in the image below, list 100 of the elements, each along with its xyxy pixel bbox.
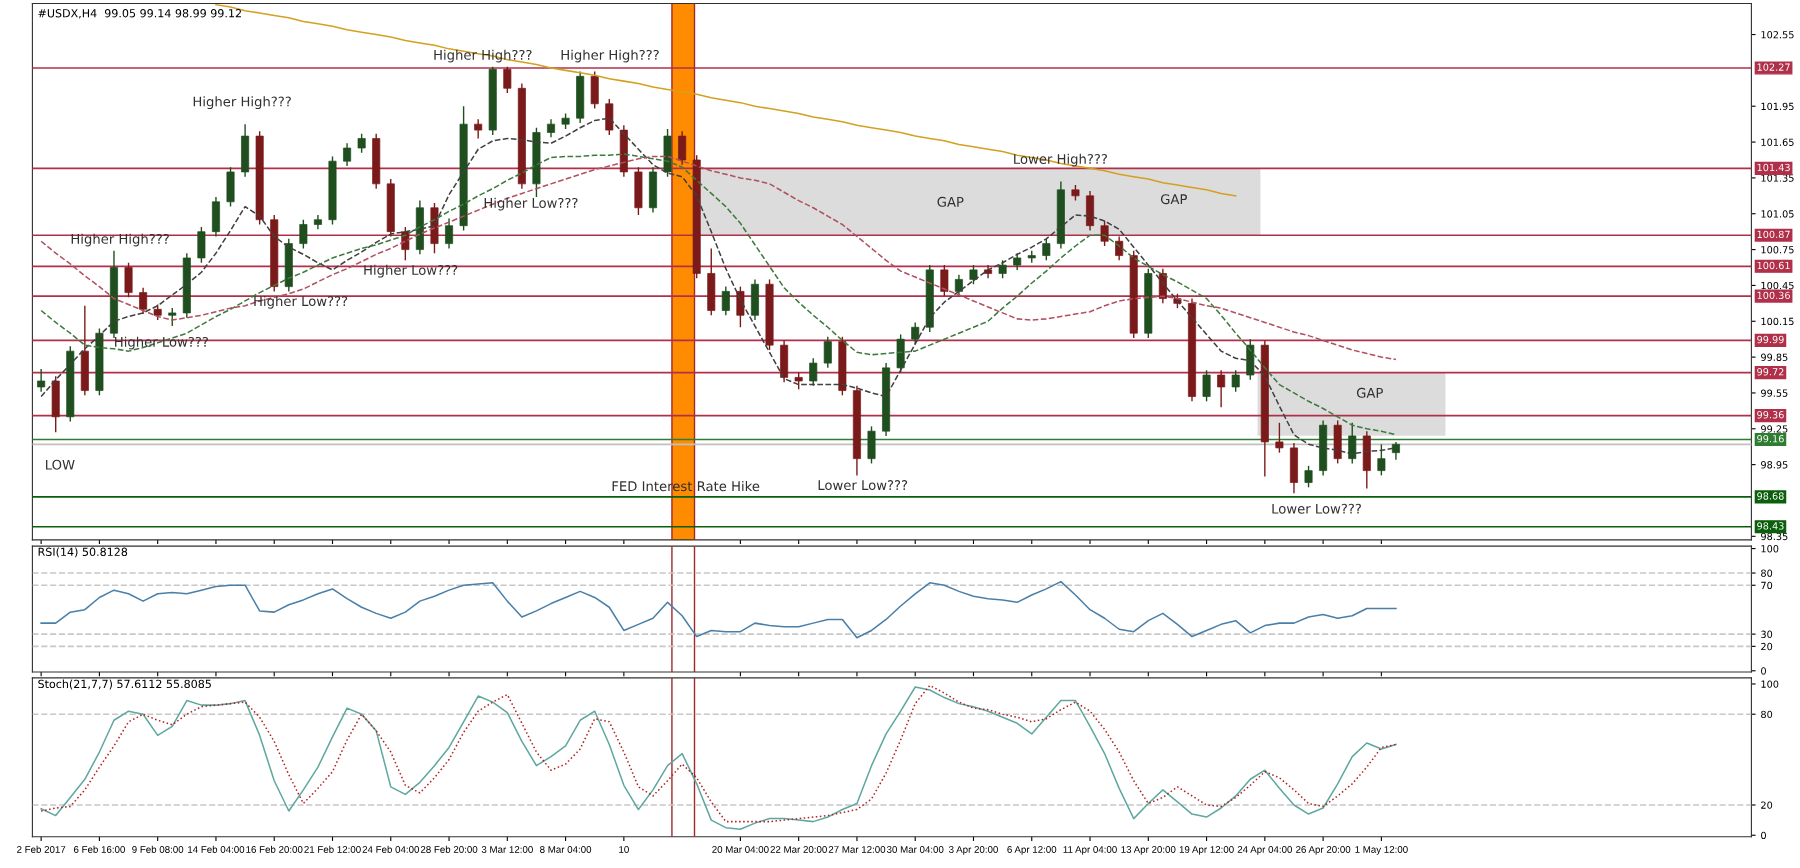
candlestick: [736, 285, 745, 328]
candlestick: [357, 133, 366, 154]
x-tick-label: 3 Apr 20:00: [948, 846, 998, 855]
x-tick-label: 30 Mar 04:00: [886, 846, 944, 853]
x-tick-label: 6 Feb 16:00: [73, 845, 125, 853]
y-tick-label: 100.15: [1761, 317, 1794, 326]
y-tick-label: 100.45: [1761, 281, 1794, 290]
chart-title: RSI(14) 50.8128: [38, 547, 128, 558]
x-tick-label: 2 Feb 2017: [17, 845, 66, 853]
candlestick: [299, 219, 308, 250]
annotation: Higher Low???: [254, 295, 348, 309]
y-tick-label: 101.05: [1761, 210, 1794, 218]
candlestick: [445, 217, 454, 250]
y-tick-label: 98.35: [1761, 532, 1788, 541]
candlestick: [1100, 220, 1109, 247]
candlestick: [911, 321, 920, 345]
candlestick: [823, 336, 832, 369]
ref-line-label: 99.36: [1757, 411, 1784, 419]
annotation: Lower Low???: [1272, 503, 1361, 514]
x-tick-label: 10: [619, 846, 629, 853]
ref-line-label: 100.61: [1757, 261, 1790, 270]
ref-line-label: 99.99: [1757, 335, 1784, 344]
annotation: LOW: [46, 459, 75, 470]
y-tick-label: 0: [1761, 667, 1766, 675]
x-tick-label: 14 Feb 04:00: [188, 845, 245, 853]
y-tick-label: 101.95: [1761, 102, 1794, 111]
y-tick-label: 20: [1761, 801, 1773, 809]
x-tick-label: 20 Mar 04:00: [712, 846, 769, 853]
y-tick-label: 102.55: [1761, 31, 1794, 39]
candlestick: [940, 264, 949, 297]
y-tick-label: 100.75: [1761, 246, 1794, 254]
x-tick-label: 1 May 12:00: [1355, 846, 1408, 855]
ref-line-label: 100.36: [1757, 291, 1790, 299]
x-tick-label: 11 Apr 04:00: [1063, 846, 1117, 855]
y-tick-label: 100: [1761, 680, 1779, 688]
x-tick-label: 26 Apr 20:00: [1296, 846, 1351, 855]
candlestick: [139, 287, 148, 315]
y-tick-label: 99.55: [1761, 389, 1788, 397]
x-tick-label: 8 Mar 04:00: [540, 846, 592, 853]
candlestick: [969, 264, 978, 285]
ref-line-label: 102.27: [1757, 63, 1790, 71]
candlestick: [1042, 238, 1051, 262]
candlestick: [1275, 422, 1284, 454]
candlestick: [37, 368, 46, 393]
line-series: [40, 580, 1397, 639]
y-tick-label: 101.65: [1761, 138, 1794, 146]
annotation: GAP: [937, 196, 964, 207]
x-tick-label: 22 Mar 20:00: [770, 846, 827, 853]
y-tick-label: 30: [1761, 630, 1773, 638]
annotation: Higher High???: [434, 49, 532, 63]
ref-line-label: 99.16: [1757, 435, 1784, 443]
ref-line-label: 98.68: [1757, 492, 1784, 500]
candlestick: [1377, 443, 1386, 477]
y-tick-label: 99.85: [1761, 353, 1788, 361]
chart-title: Stoch(21,7,7) 57.6112 55.8085: [38, 679, 211, 690]
x-tick-label: 13 Apr 20:00: [1121, 846, 1176, 855]
candlestick: [343, 142, 352, 167]
x-tick-label: 16 Feb 20:00: [246, 845, 303, 853]
annotation: GAP: [1160, 194, 1187, 205]
y-tick-label: 98.95: [1761, 461, 1788, 469]
annotation: Higher High???: [71, 233, 169, 247]
candlestick: [401, 226, 410, 262]
x-tick-label: 6 Apr 12:00: [1007, 846, 1057, 855]
y-tick-label: 99.25: [1761, 425, 1788, 433]
annotation: Higher Low???: [364, 264, 458, 278]
candlestick: [678, 130, 687, 166]
y-tick-label: 0: [1761, 831, 1766, 840]
candlestick: [721, 285, 730, 316]
candlestick: [474, 118, 483, 140]
x-tick-label: 21 Feb 12:00: [304, 845, 361, 853]
x-tick-label: 3 Mar 12:00: [481, 846, 533, 853]
ref-line-label: 101.43: [1757, 163, 1790, 172]
annotation: GAP: [1356, 387, 1383, 398]
y-tick-label: 80: [1761, 710, 1773, 719]
x-tick-label: 27 Mar 12:00: [828, 846, 886, 853]
y-tick-label: 100: [1761, 545, 1779, 553]
annotation: Higher High???: [561, 49, 659, 63]
y-tick-label: 80: [1761, 569, 1773, 577]
candlestick: [1217, 369, 1226, 408]
y-tick-label: 20: [1761, 642, 1773, 651]
x-tick-label: 19 Apr 12:00: [1179, 846, 1234, 855]
y-tick-label: 70: [1761, 581, 1773, 590]
candlestick: [1202, 369, 1211, 403]
annotation: Lower Low???: [818, 480, 908, 491]
x-tick-label: 9 Feb 08:00: [132, 845, 184, 853]
x-tick-label: 24 Feb 04:00: [362, 845, 420, 853]
candlestick: [1304, 465, 1313, 489]
line-series: [40, 153, 1397, 436]
line-series: [40, 155, 1397, 361]
annotation: Higher High???: [193, 96, 291, 110]
candlestick: [503, 66, 512, 94]
x-tick-label: 28 Feb 20:00: [420, 845, 478, 853]
x-tick-label: 24 Apr 04:00: [1237, 846, 1293, 855]
candlestick: [1231, 369, 1240, 393]
ref-line-label: 100.87: [1757, 230, 1790, 239]
ref-line-label: 98.43: [1757, 522, 1784, 530]
ref-line-label: 99.72: [1757, 368, 1784, 376]
candlestick: [809, 357, 818, 387]
candlestick: [1348, 422, 1357, 465]
chart-title: #USDX,H4 99.05 99.14 98.99 99.12: [38, 9, 241, 19]
